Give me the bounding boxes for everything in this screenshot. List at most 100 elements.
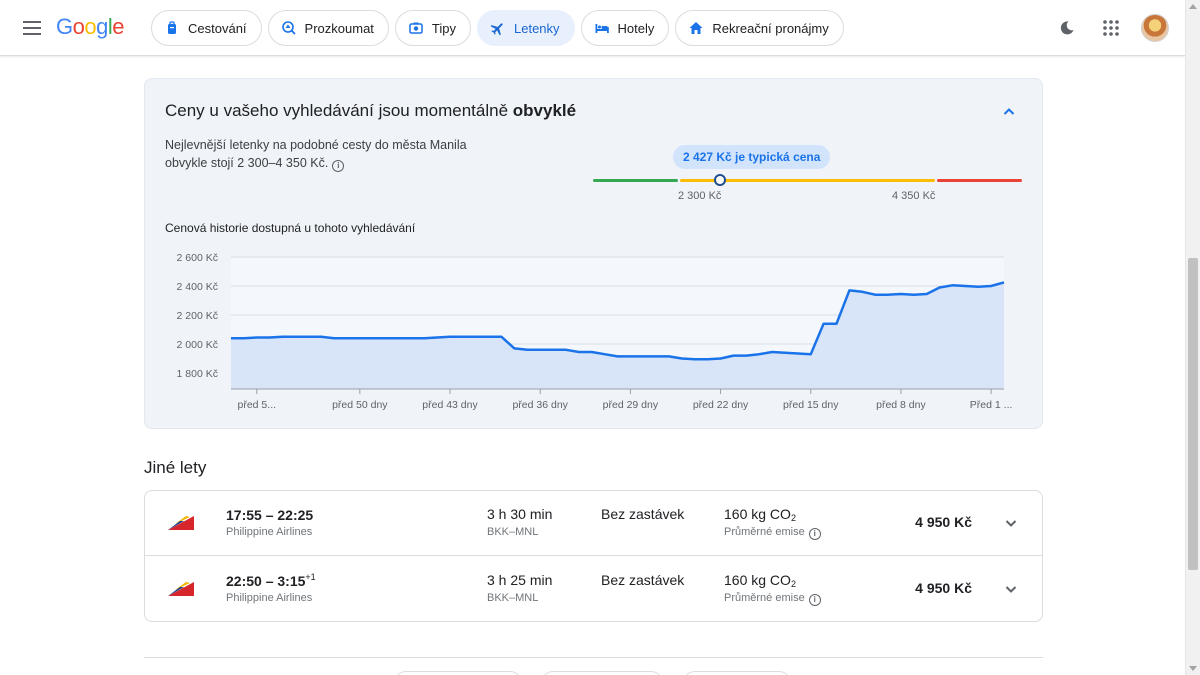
flight-route: BKK–MNL <box>487 592 539 604</box>
info-icon[interactable]: i <box>332 160 345 172</box>
departure-time: 17:55 <box>226 507 262 523</box>
x-tick-label: před 43 dny <box>422 399 478 411</box>
collapse-insight-button[interactable] <box>998 101 1020 123</box>
bottom-pill-button[interactable] <box>683 671 791 675</box>
nav-chip-label: Cestování <box>188 20 247 36</box>
flight-price: 4 950 Kč <box>915 514 972 530</box>
x-tick-label: Před 1 ... <box>970 399 1013 411</box>
bottom-pill-button[interactable] <box>394 671 522 675</box>
emissions-label-text: Průměrné emise <box>724 592 805 604</box>
expand-flight-button[interactable] <box>1000 578 1022 600</box>
y-tick-label: 2 200 Kč <box>177 310 218 322</box>
travel-nav: Cestování Prozkoumat Tipy Letenky Hotely <box>151 10 844 46</box>
day-offset: +1 <box>305 572 316 582</box>
nav-chip-label: Letenky <box>514 20 560 36</box>
nav-chip-rentals[interactable]: Rekreační pronájmy <box>675 10 844 46</box>
y-tick-label: 2 000 Kč <box>177 339 218 351</box>
section-divider <box>144 657 1043 658</box>
range-high-label: 4 350 Kč <box>892 190 936 202</box>
flight-route: BKK–MNL <box>487 526 539 538</box>
price-series-line <box>231 281 1005 361</box>
price-range-description: Nejlevnější letenky na podobné cesty do … <box>165 136 505 172</box>
expand-flight-button[interactable] <box>1000 512 1022 534</box>
current-price-marker <box>714 174 726 186</box>
arrival-time: 22:25 <box>277 507 314 523</box>
price-range-low-segment <box>593 179 678 182</box>
info-icon[interactable]: i <box>808 528 821 540</box>
arrival-time: 3:15 <box>277 573 306 589</box>
flight-times: 17:55 – 22:25 <box>226 507 314 523</box>
x-tick-label: před 15 dny <box>783 399 839 411</box>
typical-price-badge: 2 427 Kč je typická cena <box>673 145 831 169</box>
emissions-label: Průměrné emise i <box>724 526 821 540</box>
flight-times: 22:50 – 3:15+1 <box>226 572 316 589</box>
chevron-down-icon <box>1005 586 1017 593</box>
range-low-label: 2 300 Kč <box>678 190 722 202</box>
x-tick-label: před 29 dny <box>603 399 659 411</box>
flight-row[interactable]: 22:50 – 3:15+1 Philippine Airlines 3 h 2… <box>145 557 1042 622</box>
account-avatar[interactable] <box>1141 14 1169 42</box>
house-icon <box>688 20 704 36</box>
logo-letter: l <box>107 14 113 39</box>
camera-icon <box>408 20 424 36</box>
x-tick-label: před 50 dny <box>332 399 388 411</box>
apps-grid-icon[interactable] <box>1097 14 1125 42</box>
nav-chip-hotels[interactable]: Hotely <box>580 10 670 46</box>
scroll-down-arrow-icon[interactable] <box>1189 666 1197 671</box>
flight-emissions: 160 kg CO2 <box>724 506 796 523</box>
travel-bag-icon <box>164 20 180 36</box>
price-insight-title-text: Ceny u vašeho vyhledávání jsou momentáln… <box>165 101 513 120</box>
header-actions <box>1053 14 1169 42</box>
logo-letter: e <box>112 14 125 39</box>
price-insight-card: Ceny u vašeho vyhledávání jsou momentáln… <box>144 78 1043 429</box>
main-menu-icon[interactable] <box>20 16 44 40</box>
nav-chip-tips[interactable]: Tipy <box>394 10 471 46</box>
philippine-airlines-logo-icon <box>168 516 194 530</box>
dark-mode-icon[interactable] <box>1053 14 1081 42</box>
emissions-subscript: 2 <box>790 513 796 523</box>
scrollbar-thumb[interactable] <box>1188 258 1198 570</box>
price-range-typical-segment <box>680 179 935 182</box>
departure-time: 22:50 <box>226 573 262 589</box>
flight-stops: Bez zastávek <box>601 506 685 522</box>
flight-row[interactable]: 17:55 – 22:25 Philippine Airlines 3 h 30… <box>145 491 1042 556</box>
nav-chip-explore[interactable]: Prozkoumat <box>267 10 389 46</box>
chevron-up-icon <box>1003 108 1015 115</box>
airline-name: Philippine Airlines <box>226 592 313 604</box>
x-tick-label: před 22 dny <box>693 399 749 411</box>
flight-emissions: 160 kg CO2 <box>724 572 796 589</box>
other-flights-list: 17:55 – 22:25 Philippine Airlines 3 h 30… <box>144 490 1043 622</box>
nav-chip-flights[interactable]: Letenky <box>477 10 575 46</box>
page-scrollbar[interactable] <box>1185 0 1200 675</box>
flight-stops: Bez zastávek <box>601 572 685 588</box>
nav-chip-label: Hotely <box>617 20 655 36</box>
logo-letter: g <box>96 14 108 39</box>
emissions-label-text: Průměrné emise <box>724 526 805 538</box>
y-tick-label: 1 800 Kč <box>177 368 218 380</box>
philippine-airlines-logo-icon <box>168 582 194 596</box>
price-range-high-segment <box>937 179 1022 182</box>
x-tick-label: před 36 dny <box>512 399 568 411</box>
info-icon[interactable]: i <box>808 594 821 606</box>
price-area-fill <box>231 282 1004 389</box>
top-app-bar: Google Cestování Prozkoumat Tipy Letenky <box>0 0 1185 56</box>
price-history-label: Cenová historie dostupná u tohoto vyhled… <box>165 221 416 235</box>
x-tick-label: před 5... <box>238 399 277 411</box>
emissions-value: 160 kg CO <box>724 572 791 588</box>
airplane-icon <box>490 20 506 36</box>
flight-duration: 3 h 25 min <box>487 572 553 588</box>
nav-chip-label: Prozkoumat <box>304 20 374 36</box>
nav-chip-label: Rekreační pronájmy <box>712 20 829 36</box>
nav-chip-travel[interactable]: Cestování <box>151 10 262 46</box>
flight-duration: 3 h 30 min <box>487 506 553 522</box>
other-flights-title: Jiné lety <box>144 458 207 477</box>
bottom-pill-button[interactable] <box>541 671 663 675</box>
google-logo[interactable]: Google <box>56 14 125 40</box>
emissions-value: 160 kg CO <box>724 506 791 522</box>
chevron-down-icon <box>1005 520 1017 527</box>
flight-price: 4 950 Kč <box>915 580 972 596</box>
emissions-label: Průměrné emise i <box>724 592 821 606</box>
price-history-chart[interactable]: 2 600 Kč 2 400 Kč 2 200 Kč 2 000 Kč 1 800 Kč… <box>145 239 1042 419</box>
explore-icon <box>281 20 297 36</box>
scroll-up-arrow-icon[interactable] <box>1189 4 1197 9</box>
